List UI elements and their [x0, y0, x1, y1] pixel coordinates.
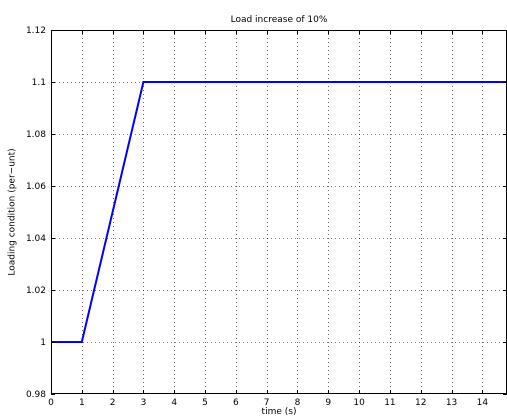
- x-tick-label: 2: [110, 398, 116, 408]
- x-tick-label: 1: [79, 398, 85, 408]
- ticks: 0 1 2 3 4 5 6 7 8 9 10 11 12 13 140.9811.021.041.061.0…: [26, 26, 507, 408]
- y-tick-label: 1.1: [32, 78, 46, 88]
- y-tick-label: 1.02: [26, 286, 46, 296]
- x-tick-label: 5: [202, 398, 208, 408]
- x-tick-label: 0: [48, 398, 54, 408]
- y-axis-label: Loading condition (per−unt): [8, 148, 18, 275]
- y-tick-label: 1.08: [26, 130, 46, 140]
- series-layer: [51, 81, 507, 343]
- y-tick-label: 1: [40, 338, 46, 348]
- x-tick-label: 4: [171, 398, 177, 408]
- x-tick-label: 11: [384, 398, 395, 408]
- y-tick-label: 0.98: [26, 390, 46, 400]
- x-tick-label: 12: [415, 398, 426, 408]
- x-tick-label: 3: [141, 398, 147, 408]
- plot-area: [51, 30, 507, 394]
- x-tick-label: 7: [264, 398, 270, 408]
- x-axis-label: time (s): [262, 407, 297, 417]
- y-tick-label: 1.04: [26, 234, 46, 244]
- x-tick-label: 8: [295, 398, 301, 408]
- y-tick-label: 1.06: [26, 182, 46, 192]
- series-line: [51, 81, 507, 343]
- x-tick-label: 13: [446, 398, 457, 408]
- x-tick-label: 14: [477, 398, 489, 408]
- x-tick-label: 10: [353, 398, 365, 408]
- chart-title: Load increase of 10%: [231, 15, 328, 25]
- y-tick-label: 1.12: [26, 26, 46, 36]
- x-tick-label: 9: [325, 398, 331, 408]
- x-tick-label: 6: [233, 398, 239, 408]
